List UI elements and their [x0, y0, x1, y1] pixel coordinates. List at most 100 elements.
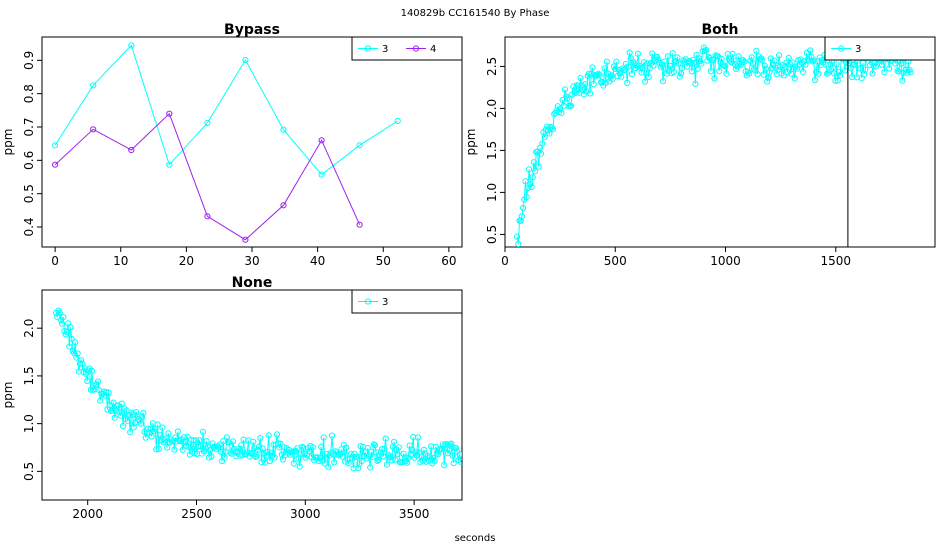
data-point: [810, 57, 817, 64]
data-point: [273, 431, 281, 438]
data-point: [119, 422, 127, 430]
data-point: [247, 449, 254, 457]
data-point: [654, 53, 661, 61]
data-layer: [53, 307, 462, 472]
data-point: [115, 402, 122, 409]
data-point: [765, 74, 772, 81]
data-point: [453, 445, 460, 452]
data-point: [315, 457, 322, 465]
data-point: [166, 110, 173, 117]
data-point: [172, 434, 179, 441]
data-point: [242, 236, 249, 243]
data-point: [102, 392, 109, 399]
data-point: [264, 448, 271, 456]
data-point: [76, 360, 84, 367]
data-point: [862, 66, 869, 73]
data-point: [447, 441, 454, 448]
x-tick-label: 2000: [72, 507, 103, 521]
data-point: [660, 78, 667, 85]
data-point: [268, 449, 275, 456]
data-point: [538, 150, 545, 157]
data-point: [221, 454, 228, 461]
data-point: [670, 68, 678, 76]
data-point: [165, 430, 172, 437]
data-point: [309, 444, 316, 451]
data-point: [754, 71, 761, 78]
data-point: [297, 450, 304, 457]
data-point: [548, 124, 555, 131]
data-point: [182, 438, 189, 446]
x-tick-label: 0: [501, 254, 509, 268]
data-point: [630, 58, 637, 65]
data-point: [572, 89, 579, 97]
data-point: [672, 59, 679, 66]
series-line-4: [54, 112, 361, 241]
chart-panel-both: Both ppm 0 500 1000 1500 0.5 1.0 1.5 2.0 2.5 3: [464, 22, 936, 268]
data-point: [339, 453, 346, 460]
data-point: [782, 63, 789, 70]
data-point: [395, 444, 402, 451]
data-point: [899, 77, 906, 84]
data-point: [723, 70, 730, 77]
data-point: [93, 381, 100, 388]
data-point: [318, 443, 325, 450]
data-point: [565, 103, 572, 110]
legend-label: 3: [382, 297, 388, 308]
data-point: [618, 73, 625, 80]
data-point: [711, 75, 718, 82]
data-point: [760, 71, 767, 78]
data-point: [718, 55, 725, 63]
data-point: [374, 457, 381, 464]
data-point: [608, 72, 615, 79]
x-tick-label: 2500: [181, 507, 212, 521]
y-tick-label: 1.0: [485, 183, 499, 202]
data-point: [131, 419, 138, 426]
x-tick-label: 50: [376, 254, 391, 268]
data-point: [208, 453, 215, 460]
y-tick-label: 0.5: [485, 225, 499, 244]
data-point: [155, 445, 162, 452]
data-point: [546, 130, 553, 137]
data-point: [116, 409, 123, 416]
x-tick-label: 60: [441, 254, 456, 268]
data-point: [418, 453, 425, 461]
x-tick-label: 40: [310, 254, 325, 268]
data-point: [128, 42, 135, 49]
data-point: [689, 56, 697, 63]
data-point: [661, 58, 668, 65]
data-point: [379, 446, 386, 453]
data-point: [602, 79, 609, 87]
data-point: [633, 63, 640, 70]
data-point: [730, 57, 737, 64]
data-point: [280, 202, 287, 209]
data-point: [296, 463, 303, 470]
y-tick-label: 0.9: [22, 51, 36, 70]
data-point: [634, 50, 642, 57]
data-point: [881, 69, 888, 76]
data-point: [530, 159, 538, 166]
data-point: [541, 134, 548, 141]
legend-label: 3: [855, 44, 861, 55]
data-point: [529, 174, 536, 181]
data-point: [621, 66, 628, 73]
data-point: [744, 68, 752, 75]
data-point: [137, 420, 144, 427]
data-point: [722, 63, 729, 70]
data-point: [527, 181, 534, 188]
data-point: [784, 69, 791, 76]
data-point: [238, 442, 245, 449]
data-point: [444, 450, 451, 457]
data-point: [382, 435, 389, 442]
data-point: [299, 443, 306, 450]
data-point: [171, 446, 178, 453]
y-tick-label: 2.5: [485, 57, 499, 76]
data-point: [750, 66, 758, 73]
legend-marker: [364, 298, 372, 305]
x-tick-label: 30: [244, 254, 259, 268]
data-point: [898, 60, 905, 67]
series-line-3: [516, 45, 912, 245]
data-point: [318, 137, 325, 144]
data-point: [748, 54, 755, 61]
data-point: [609, 75, 616, 83]
